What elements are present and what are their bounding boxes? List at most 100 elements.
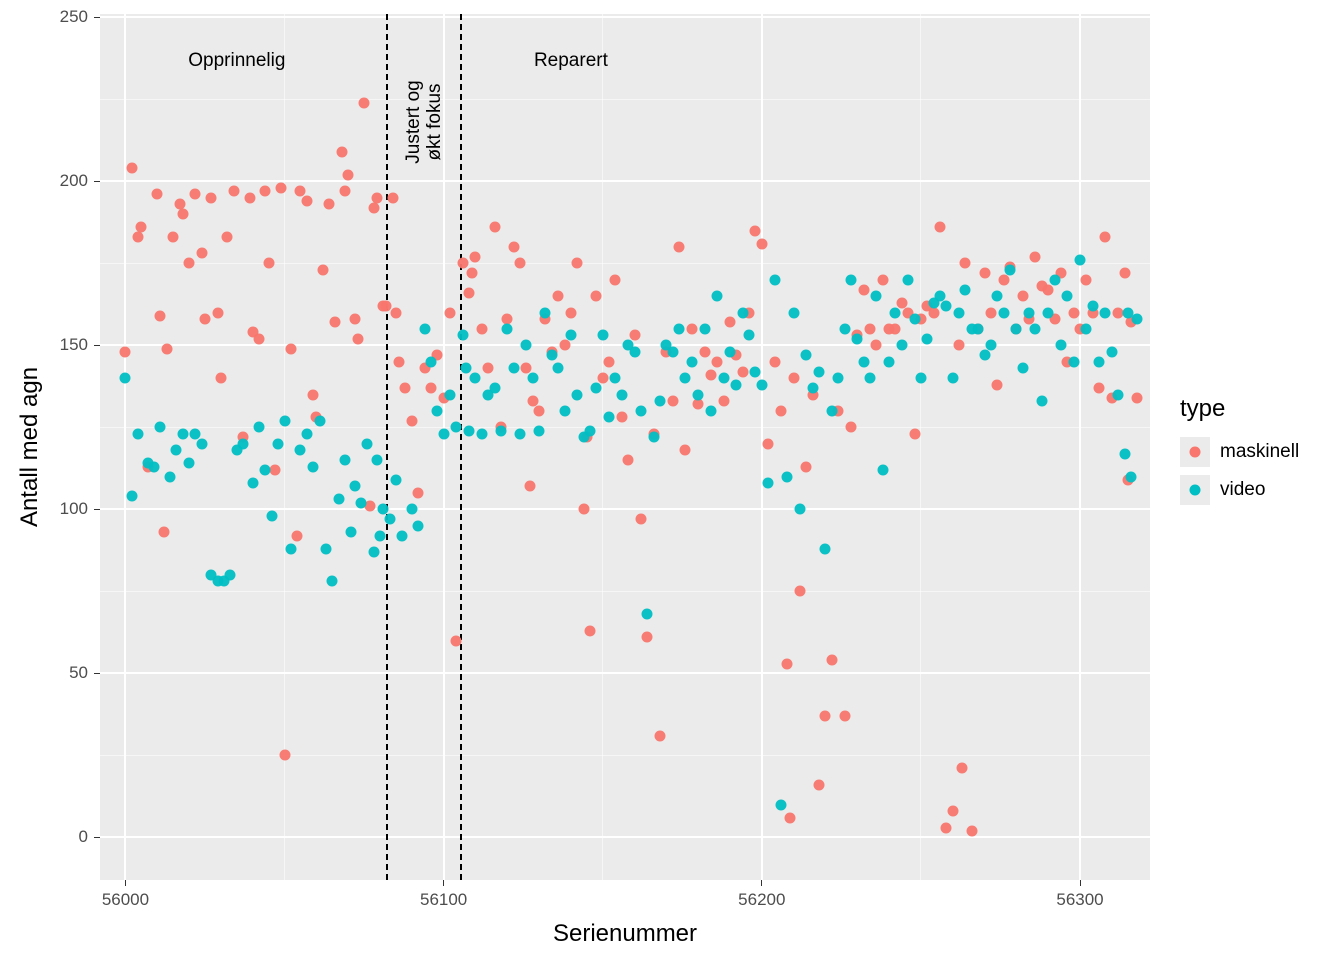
point-maskinell	[1100, 232, 1111, 243]
point-maskinell	[340, 186, 351, 197]
point-video	[1081, 323, 1092, 334]
point-video	[801, 350, 812, 361]
grid-major-v	[1079, 14, 1081, 880]
point-video	[915, 373, 926, 384]
point-maskinell	[604, 356, 615, 367]
point-video	[295, 445, 306, 456]
point-maskinell	[349, 314, 360, 325]
point-maskinell	[801, 461, 812, 472]
point-video	[635, 405, 646, 416]
y-tick-mark	[94, 837, 100, 838]
y-tick-label: 100	[60, 499, 88, 519]
point-maskinell	[635, 514, 646, 525]
legend-label: maskinell	[1220, 441, 1299, 463]
point-maskinell	[534, 405, 545, 416]
point-maskinell	[158, 527, 169, 538]
point-video	[470, 373, 481, 384]
point-maskinell	[336, 146, 347, 157]
grid-minor-v	[920, 14, 921, 880]
point-maskinell	[979, 268, 990, 279]
point-video	[1005, 264, 1016, 275]
point-video	[756, 379, 767, 390]
point-video	[1119, 448, 1130, 459]
point-video	[489, 382, 500, 393]
point-maskinell	[406, 415, 417, 426]
point-maskinell	[737, 366, 748, 377]
point-maskinell	[871, 340, 882, 351]
point-video	[266, 510, 277, 521]
point-video	[1094, 356, 1105, 367]
point-video	[680, 373, 691, 384]
point-maskinell	[215, 373, 226, 384]
point-video	[534, 425, 545, 436]
point-video	[165, 471, 176, 482]
grid-minor-v	[602, 14, 603, 880]
point-video	[782, 471, 793, 482]
point-maskinell	[1119, 268, 1130, 279]
point-video	[285, 543, 296, 554]
point-video	[667, 346, 678, 357]
point-video	[877, 464, 888, 475]
point-video	[464, 425, 475, 436]
point-video	[795, 504, 806, 515]
point-maskinell	[1094, 382, 1105, 393]
point-video	[973, 323, 984, 334]
point-video	[1132, 314, 1143, 325]
point-maskinell	[565, 307, 576, 318]
grid-major-h	[100, 836, 1150, 838]
point-maskinell	[308, 389, 319, 400]
point-maskinell	[1030, 251, 1041, 262]
y-tick-mark	[94, 181, 100, 182]
point-maskinell	[890, 323, 901, 334]
point-video	[406, 504, 417, 515]
point-maskinell	[998, 274, 1009, 285]
point-maskinell	[413, 487, 424, 498]
point-maskinell	[947, 806, 958, 817]
point-maskinell	[865, 323, 876, 334]
point-maskinell	[212, 307, 223, 318]
x-axis-title: Serienummer	[553, 920, 697, 948]
point-maskinell	[152, 189, 163, 200]
point-maskinell	[957, 763, 968, 774]
point-video	[559, 405, 570, 416]
x-tick-mark	[761, 880, 762, 886]
point-maskinell	[184, 258, 195, 269]
point-maskinell	[775, 405, 786, 416]
point-video	[820, 543, 831, 554]
point-maskinell	[559, 340, 570, 351]
point-maskinell	[655, 730, 666, 741]
point-video	[1049, 274, 1060, 285]
point-video	[1113, 389, 1124, 400]
point-maskinell	[126, 163, 137, 174]
point-video	[655, 396, 666, 407]
grid-major-v	[124, 14, 126, 880]
point-maskinell	[476, 323, 487, 334]
point-maskinell	[196, 248, 207, 259]
point-video	[527, 373, 538, 384]
point-video	[565, 330, 576, 341]
point-video	[1100, 307, 1111, 318]
point-maskinell	[1017, 291, 1028, 302]
point-maskinell	[394, 356, 405, 367]
point-video	[833, 373, 844, 384]
point-video	[890, 307, 901, 318]
point-maskinell	[483, 363, 494, 374]
x-tick-label: 56000	[102, 890, 149, 910]
point-video	[731, 379, 742, 390]
grid-minor-h	[100, 755, 1150, 756]
point-video	[546, 350, 557, 361]
point-maskinell	[935, 222, 946, 233]
point-maskinell	[960, 258, 971, 269]
point-maskinell	[782, 658, 793, 669]
point-maskinell	[623, 455, 634, 466]
grid-major-h	[100, 508, 1150, 510]
point-maskinell	[572, 258, 583, 269]
point-video	[699, 323, 710, 334]
point-video	[1106, 346, 1117, 357]
point-video	[642, 609, 653, 620]
x-tick-mark	[1080, 880, 1081, 886]
point-maskinell	[597, 373, 608, 384]
grid-major-h	[100, 16, 1150, 18]
point-video	[413, 520, 424, 531]
point-maskinell	[680, 445, 691, 456]
